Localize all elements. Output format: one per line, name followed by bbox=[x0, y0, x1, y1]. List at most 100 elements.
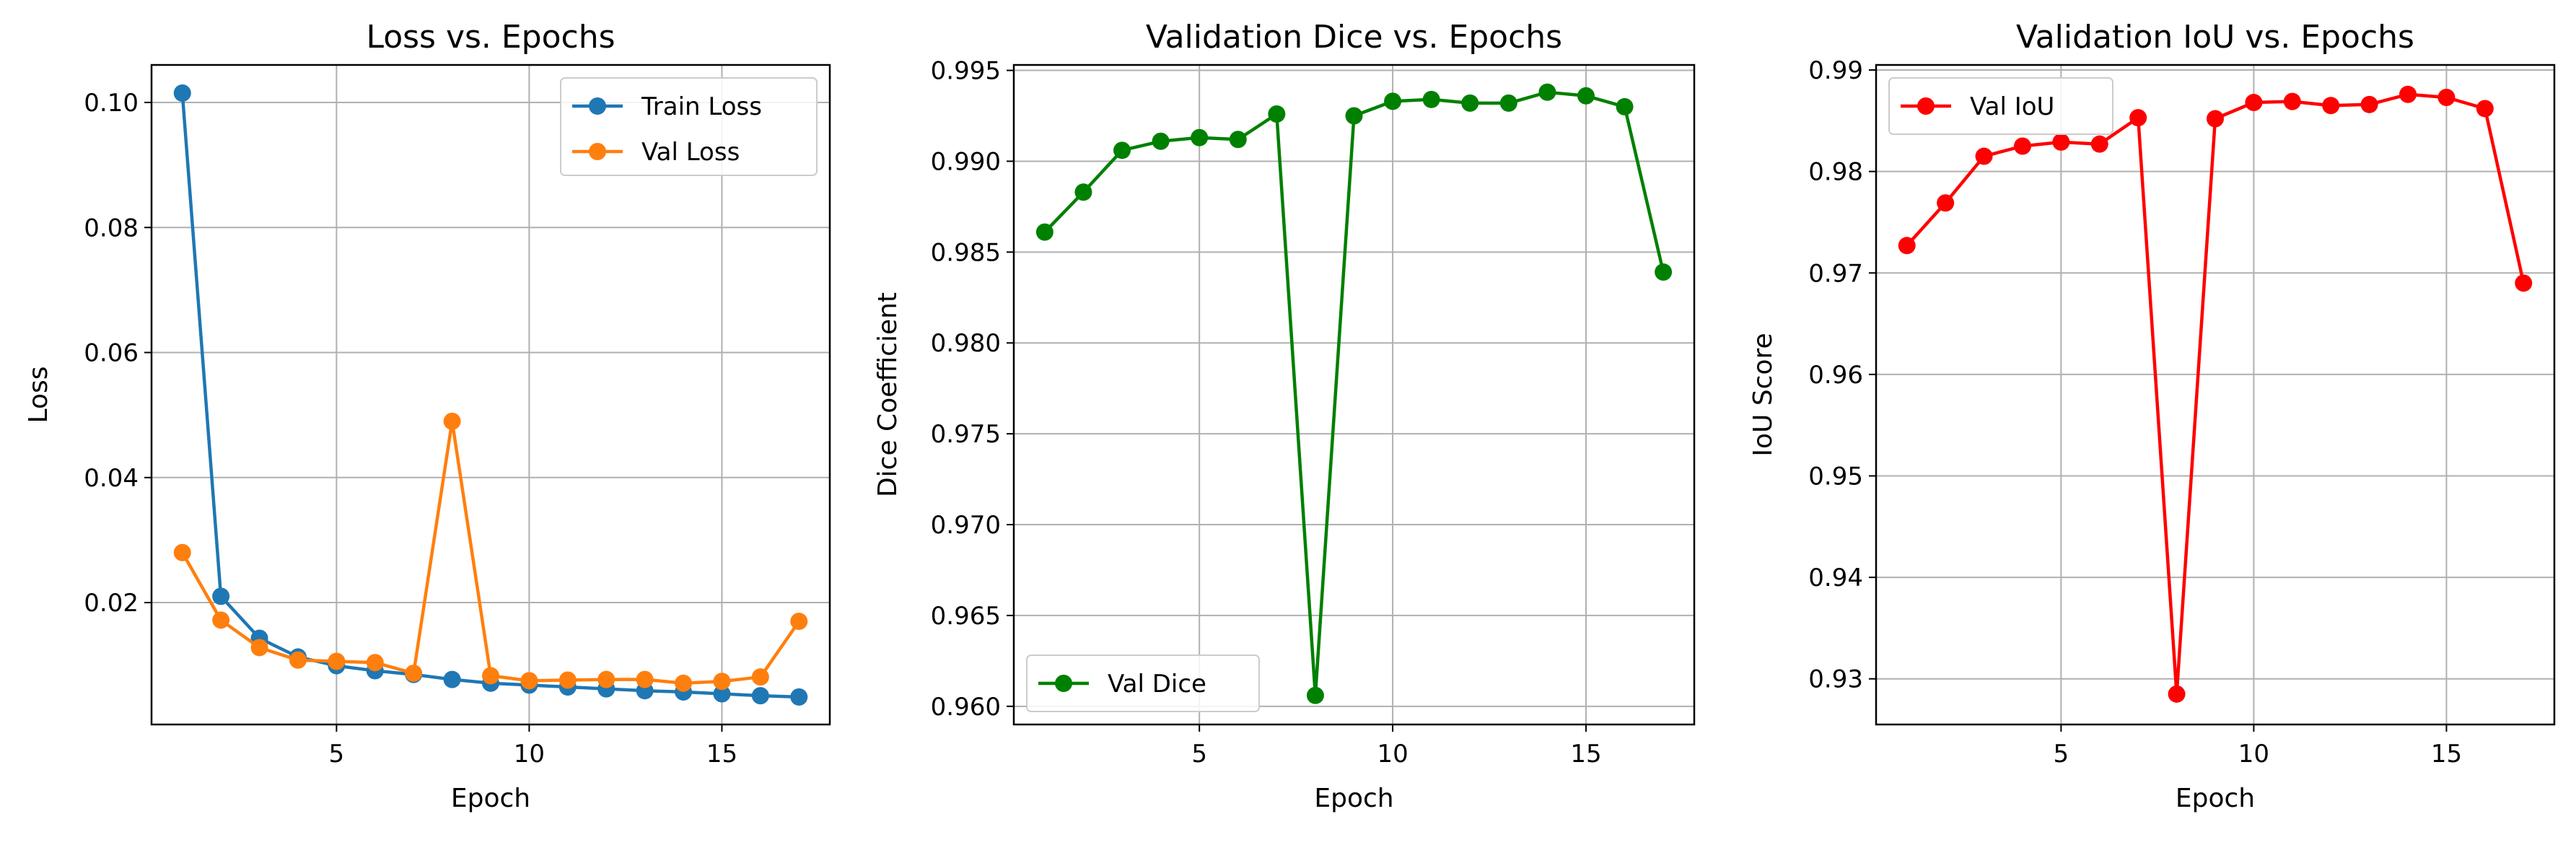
legend-label: Val IoU bbox=[1970, 92, 2054, 121]
y-tick-label: 0.10 bbox=[84, 89, 139, 118]
legend-label: Val Loss bbox=[641, 138, 740, 167]
data-point bbox=[2052, 133, 2070, 151]
data-point bbox=[790, 613, 808, 631]
data-point bbox=[2437, 88, 2455, 106]
data-point bbox=[328, 652, 346, 670]
y-tick-label: 0.02 bbox=[84, 589, 139, 618]
legend: Val Dice bbox=[1026, 654, 1260, 712]
y-tick-label: 0.97 bbox=[1808, 259, 1863, 288]
data-point bbox=[558, 671, 577, 689]
data-point bbox=[212, 611, 230, 629]
series-line-train-loss bbox=[180, 92, 799, 699]
data-point bbox=[790, 688, 808, 706]
chart-title: Validation Dice vs. Epochs bbox=[1146, 19, 1562, 56]
data-point bbox=[713, 673, 731, 691]
data-point bbox=[1422, 90, 1440, 108]
series-line-val-iou bbox=[1906, 92, 2525, 696]
y-axis-label: Dice Coefficient bbox=[873, 292, 903, 497]
data-point bbox=[1937, 194, 1955, 212]
data-point bbox=[2515, 274, 2533, 292]
data-point bbox=[173, 84, 191, 102]
chart-panel-2: 5 10 15 0.960 0.965 0.970 0.975 0.980 0.985 0.990… bbox=[873, 19, 1696, 813]
data-point bbox=[636, 670, 654, 688]
data-point bbox=[1229, 131, 1247, 149]
data-point bbox=[1384, 92, 1402, 110]
data-point bbox=[2360, 95, 2378, 113]
data-point bbox=[405, 664, 423, 682]
data-point bbox=[713, 685, 731, 703]
legend-box bbox=[1888, 77, 2113, 135]
data-point bbox=[289, 651, 307, 669]
axes-frame bbox=[1012, 64, 1696, 726]
y-tick-label: 0.975 bbox=[931, 420, 1001, 449]
data-point bbox=[597, 670, 615, 688]
y-tick-label: 0.04 bbox=[84, 464, 139, 493]
y-tick-label: 0.08 bbox=[84, 214, 139, 242]
legend-marker bbox=[589, 143, 606, 160]
legend-label: Train Loss bbox=[641, 92, 762, 121]
data-point bbox=[751, 687, 769, 705]
data-point bbox=[443, 412, 461, 430]
data-point bbox=[2283, 92, 2301, 110]
x-tick-label: 5 bbox=[2054, 740, 2069, 769]
y-axis-label: IoU Score bbox=[1748, 333, 1778, 456]
y-tick-label: 0.94 bbox=[1808, 564, 1863, 592]
x-axis-label: Epoch bbox=[1314, 784, 1393, 813]
data-point bbox=[1306, 686, 1324, 704]
y-tick-label: 0.970 bbox=[931, 511, 1001, 540]
x-tick-label: 15 bbox=[2431, 740, 2462, 769]
data-point bbox=[1616, 97, 1634, 115]
x-axis-label: Epoch bbox=[2176, 784, 2255, 813]
data-point bbox=[1461, 94, 1479, 112]
data-point bbox=[366, 654, 384, 672]
data-point bbox=[675, 674, 693, 692]
data-point bbox=[1074, 183, 1092, 201]
data-point bbox=[1655, 263, 1673, 281]
y-tick-label: 0.960 bbox=[931, 693, 1001, 722]
data-point bbox=[1152, 132, 1170, 150]
data-point bbox=[2207, 110, 2224, 128]
y-tick-label: 0.995 bbox=[931, 57, 1001, 86]
data-point bbox=[1268, 105, 1286, 123]
y-tick-label: 0.985 bbox=[931, 238, 1001, 267]
data-point bbox=[2476, 100, 2494, 118]
data-point bbox=[1577, 87, 1595, 105]
x-axis-label: Epoch bbox=[451, 784, 530, 813]
data-point bbox=[2129, 109, 2147, 127]
x-tick-label: 15 bbox=[706, 740, 737, 769]
x-tick-label: 5 bbox=[329, 740, 345, 769]
data-point bbox=[520, 672, 538, 690]
axes-frame bbox=[1875, 64, 2556, 726]
data-point bbox=[2245, 94, 2263, 112]
data-point bbox=[2168, 685, 2186, 703]
legend-box bbox=[1026, 654, 1260, 712]
y-tick-label: 0.06 bbox=[84, 339, 139, 368]
x-tick-label: 5 bbox=[1191, 740, 1207, 769]
x-tick-label: 10 bbox=[2238, 740, 2269, 769]
axes-frame bbox=[150, 64, 831, 726]
x-tick-label: 10 bbox=[1377, 740, 1408, 769]
legend: Val IoU bbox=[1888, 77, 2113, 135]
data-point bbox=[1113, 141, 1131, 159]
data-point bbox=[443, 670, 461, 688]
data-point bbox=[1538, 83, 1556, 101]
y-tick-label: 0.99 bbox=[1808, 56, 1863, 85]
y-tick-label: 0.93 bbox=[1808, 665, 1863, 694]
y-tick-label: 0.96 bbox=[1808, 361, 1863, 390]
y-tick-label: 0.990 bbox=[931, 147, 1001, 176]
chart-title: Loss vs. Epochs bbox=[366, 19, 615, 56]
y-axis-label: Loss bbox=[24, 367, 53, 424]
chart-title: Validation IoU vs. Epochs bbox=[2016, 19, 2414, 56]
legend: Train Loss Val Loss bbox=[560, 77, 818, 176]
y-tick-label: 0.965 bbox=[931, 602, 1001, 631]
data-point bbox=[1035, 223, 1053, 241]
data-point bbox=[173, 543, 191, 561]
y-tick-label: 0.980 bbox=[931, 329, 1001, 358]
data-point bbox=[2090, 135, 2108, 153]
data-point bbox=[1499, 94, 1517, 112]
data-point bbox=[212, 587, 230, 605]
x-tick-label: 10 bbox=[514, 740, 545, 769]
data-point bbox=[2399, 85, 2417, 103]
